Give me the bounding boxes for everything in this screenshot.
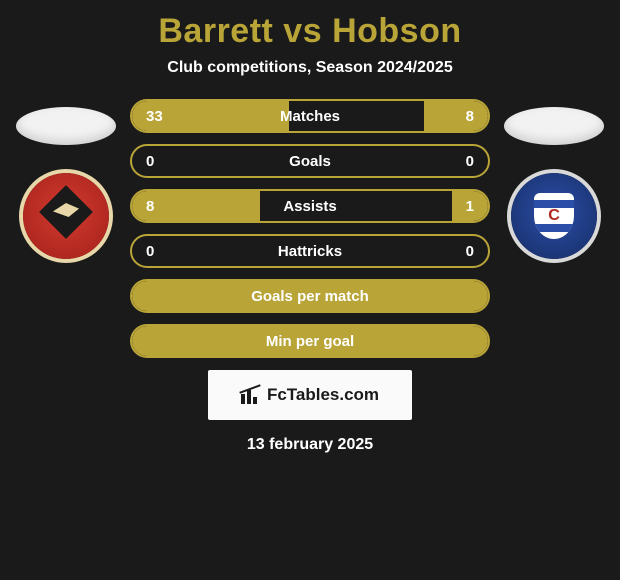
stat-right-value: 0 xyxy=(466,243,474,260)
stat-left-value: 8 xyxy=(146,198,154,215)
stat-left-value: 0 xyxy=(146,153,154,170)
stat-row: 33 8 Matches xyxy=(130,99,490,133)
stat-right-value: 8 xyxy=(466,108,474,125)
shield-icon: C xyxy=(534,193,574,239)
stat-label: Goals xyxy=(289,153,331,170)
comparison-card: Barrett vs Hobson Club competitions, Sea… xyxy=(0,0,620,454)
stat-row: 8 1 Assists xyxy=(130,189,490,223)
left-side xyxy=(6,99,126,259)
chart-icon xyxy=(241,386,261,404)
stat-label: Goals per match xyxy=(251,288,369,305)
branding-text: FcTables.com xyxy=(267,385,379,405)
stat-row: 0 0 Goals xyxy=(130,144,490,178)
page-subtitle: Club competitions, Season 2024/2025 xyxy=(167,59,452,77)
stat-left-value: 0 xyxy=(146,243,154,260)
stat-right-value: 0 xyxy=(466,153,474,170)
crest-walsall xyxy=(23,173,109,259)
stat-fill-right xyxy=(424,101,488,131)
stat-row: 0 0 Hattricks xyxy=(130,234,490,268)
main-row: 33 8 Matches 0 0 Goals 8 1 Assists 0 0 Hattricks Goa… xyxy=(0,99,620,358)
player-silhouette-left xyxy=(16,107,116,145)
stat-left-value: 33 xyxy=(146,108,163,125)
right-side: C xyxy=(494,99,614,259)
date-text: 13 february 2025 xyxy=(247,436,373,454)
stat-label: Min per goal xyxy=(266,333,354,350)
player-silhouette-right xyxy=(504,107,604,145)
page-title: Barrett vs Hobson xyxy=(158,12,461,51)
crest-chesterfield: C xyxy=(511,173,597,259)
stat-row: Goals per match xyxy=(130,279,490,313)
stat-right-value: 1 xyxy=(466,198,474,215)
stat-label: Hattricks xyxy=(278,243,342,260)
swift-icon xyxy=(53,203,79,217)
stat-row: Min per goal xyxy=(130,324,490,358)
stats-column: 33 8 Matches 0 0 Goals 8 1 Assists 0 0 Hattricks Goa… xyxy=(130,99,490,358)
stat-label: Matches xyxy=(280,108,340,125)
branding-badge: FcTables.com xyxy=(208,370,412,420)
stat-label: Assists xyxy=(283,198,336,215)
